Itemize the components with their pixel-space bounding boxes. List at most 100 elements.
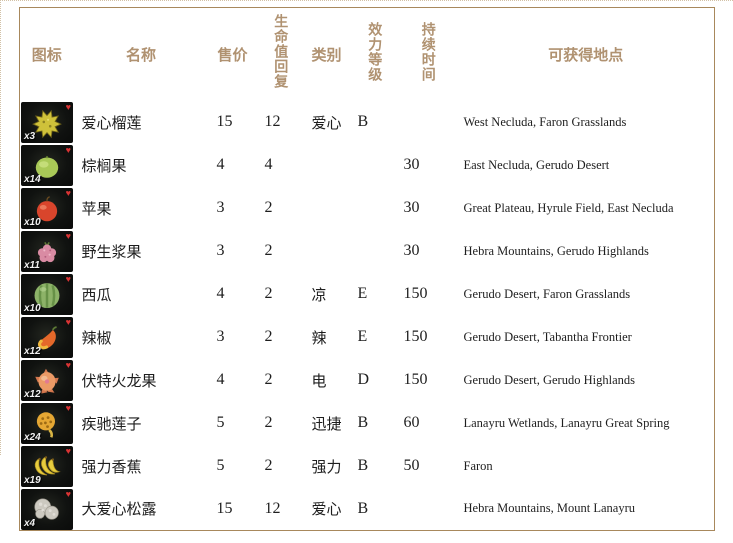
item-icon-tile: ♥ x14: [21, 145, 73, 186]
item-name: 辣椒: [81, 330, 112, 347]
category: 爱心: [311, 502, 342, 519]
category: 爱心: [311, 115, 342, 132]
sell-price: 4: [216, 371, 225, 388]
category: [303, 187, 351, 230]
item-name: 苹果: [81, 201, 112, 218]
locations: Great Plateau, Hyrule Field, East Neclud…: [463, 200, 674, 215]
duration: 150: [403, 285, 428, 302]
item-name: 爱心榴莲: [81, 115, 142, 132]
duration: [397, 101, 458, 144]
voltfruit-icon: [35, 368, 59, 394]
duration: [397, 488, 458, 531]
table-row: ♥ x24 疾驰莲子 5 2 迅捷 B 60 Lanayru Wetlands,…: [20, 402, 715, 445]
locations: Gerudo Desert, Faron Grasslands: [463, 286, 631, 301]
item-name: 野生浆果: [81, 244, 142, 261]
big-hearty-truffle-icon: [34, 498, 59, 520]
effect-level: B: [357, 414, 369, 431]
item-icon-tile: ♥ x10: [21, 274, 73, 315]
duration: 30: [403, 156, 420, 173]
effect-level: [351, 230, 397, 273]
col-header-sell-price: 售价: [217, 47, 248, 64]
item-count: x24: [24, 432, 41, 443]
hydromelon-icon: [34, 282, 60, 308]
hp-recovery: 12: [264, 113, 281, 130]
locations: Gerudo Desert, Gerudo Highlands: [463, 372, 635, 387]
hp-recovery: 2: [264, 199, 273, 216]
duration: 150: [403, 371, 428, 388]
item-icon-tile: ♥ x4: [21, 488, 73, 530]
hp-recovery: 2: [264, 457, 273, 474]
item-icon-tile: ♥ x12: [21, 317, 73, 358]
hp-recovery: 2: [264, 285, 273, 302]
heart-icon: ♥: [65, 145, 71, 155]
heart-icon: ♥: [65, 317, 71, 327]
locations: Gerudo Desert, Tabantha Frontier: [463, 329, 632, 344]
fleet-lotus-seeds-icon: [36, 411, 55, 438]
hp-recovery: 2: [264, 242, 273, 259]
item-count: x14: [24, 174, 41, 185]
heart-icon: ♥: [65, 403, 71, 413]
sell-price: 15: [216, 113, 233, 130]
table-header-row: 图标 名称 售价 生命值回复 类别 效力等级 持续时间 可获得地点: [20, 8, 715, 101]
sell-price: 15: [216, 499, 233, 517]
item-name: 疾驰莲子: [81, 416, 142, 433]
heart-icon: ♥: [65, 360, 71, 370]
sell-price: 5: [216, 457, 225, 474]
category: [303, 230, 351, 273]
item-icon-tile: ♥ x10: [21, 188, 73, 229]
effect-level: [351, 144, 397, 187]
item-name: 伏特火龙果: [81, 373, 157, 390]
hp-recovery: 2: [264, 414, 273, 431]
effect-level: B: [357, 457, 369, 474]
table-row: ♥ x19 强力香蕉 5 2 强力 B 50 Faron: [20, 445, 715, 488]
sell-price: 3: [216, 242, 225, 259]
locations: East Necluda, Gerudo Desert: [463, 157, 610, 172]
locations: Hebra Mountains, Gerudo Highlands: [463, 243, 649, 258]
table-row: ♥ x12 辣椒 3 2 辣 E 150 Gerudo Desert, Taba…: [20, 316, 715, 359]
sell-price: 3: [216, 328, 225, 345]
item-count: x10: [24, 303, 41, 314]
hp-recovery: 2: [264, 371, 273, 388]
effect-level: [351, 187, 397, 230]
col-header-category: 类别: [311, 47, 342, 64]
item-count: x4: [24, 517, 36, 529]
effect-level: B: [357, 499, 369, 517]
table-row: ♥ x3 爱心榴莲 15 12 爱心 B West Necluda, Faron…: [20, 101, 715, 144]
sell-price: 4: [216, 285, 225, 302]
table-row: ♥ x11 野生浆果 3 2 30 Hebra Mountains, Gerud…: [20, 230, 715, 273]
apple-icon: [36, 195, 58, 221]
page-edge-artifact-left: [0, 2, 1, 455]
col-header-name: 名称: [125, 47, 156, 64]
table-row: ♥ x14 棕榈果 4 4 30 East Necluda, Gerudo De…: [20, 144, 715, 187]
item-count: x3: [24, 131, 36, 142]
table-row: ♥ x12 伏特火龙果 4 2 电 D 150 Gerudo Desert, G…: [20, 359, 715, 402]
item-count: x10: [24, 217, 41, 228]
col-header-duration: 持续时间: [419, 21, 435, 82]
category: 凉: [311, 287, 327, 304]
locations: Lanayru Wetlands, Lanayru Great Spring: [463, 415, 670, 430]
item-count: x12: [24, 346, 41, 357]
table-row: ♥ x10 西瓜 4 2 凉 E 150 Gerudo Desert, Faro…: [20, 273, 715, 316]
item-icon-tile: ♥ x3: [21, 102, 73, 143]
heart-icon: ♥: [65, 231, 71, 241]
hp-recovery: 4: [264, 156, 273, 173]
heart-icon: ♥: [65, 102, 71, 112]
heart-icon: ♥: [65, 446, 71, 456]
item-name: 强力香蕉: [81, 459, 142, 476]
col-header-hp-recovery: 生命值回复: [272, 14, 288, 90]
item-count: x11: [24, 260, 40, 271]
col-header-effect-level: 效力等级: [366, 21, 382, 82]
mighty-bananas-icon: [34, 455, 61, 475]
effect-level: D: [357, 371, 370, 388]
sell-price: 3: [216, 199, 225, 216]
item-icon-tile: ♥ x11: [21, 231, 73, 272]
item-icon-tile: ♥ x19: [21, 446, 73, 487]
category: 辣: [311, 330, 327, 347]
item-count: x19: [24, 475, 41, 486]
category: [303, 144, 351, 187]
item-name: 西瓜: [81, 287, 112, 304]
locations: West Necluda, Faron Grasslands: [463, 114, 627, 129]
heart-icon: ♥: [65, 188, 71, 198]
col-header-icon: 图标: [31, 47, 62, 64]
